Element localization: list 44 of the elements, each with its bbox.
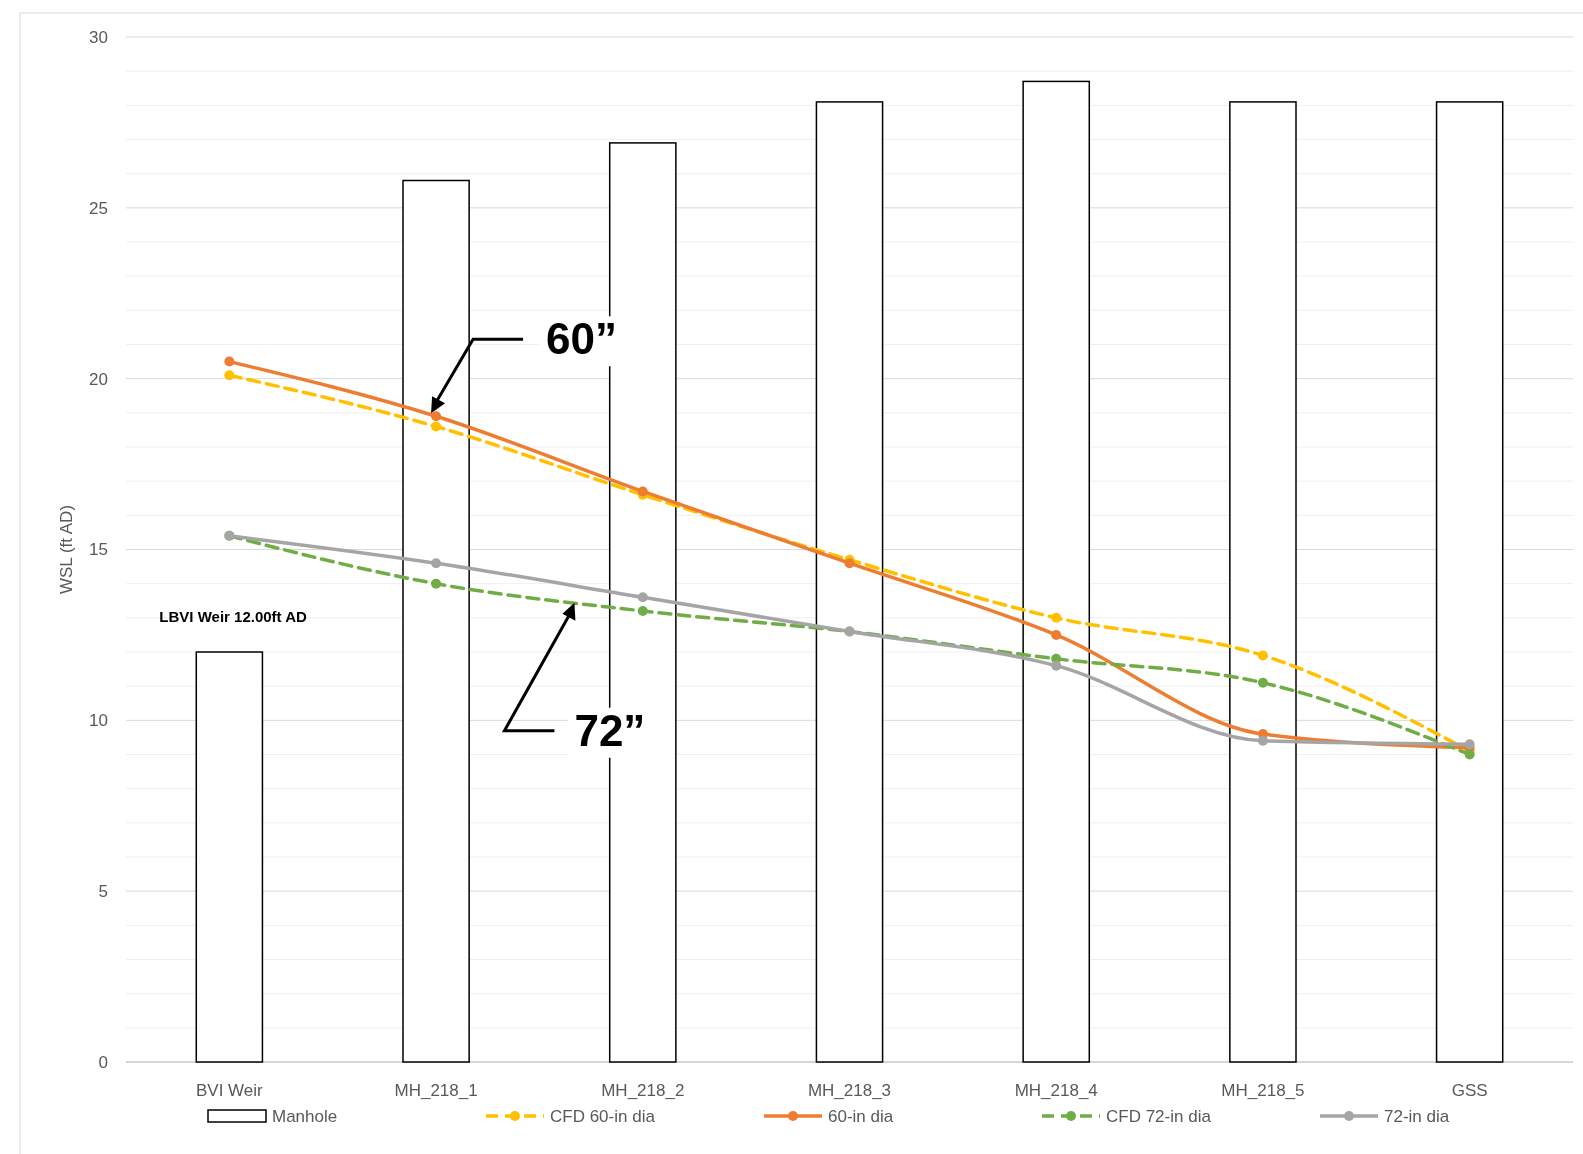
y-tick-label: 10 bbox=[89, 711, 108, 731]
point bbox=[637, 606, 648, 616]
point bbox=[1257, 677, 1268, 688]
point bbox=[1257, 650, 1268, 661]
point bbox=[431, 421, 442, 432]
bar bbox=[1022, 80, 1091, 1063]
legend-label: CFD 72-in dia bbox=[1106, 1106, 1212, 1126]
point bbox=[431, 578, 442, 589]
y-tick-label: 30 bbox=[89, 27, 108, 47]
x-tick-label: GSS bbox=[1451, 1081, 1488, 1100]
bar bbox=[815, 101, 884, 1063]
point bbox=[431, 411, 442, 422]
bar bbox=[1435, 101, 1504, 1063]
point bbox=[1051, 660, 1062, 671]
y-tick-label: 0 bbox=[98, 1052, 108, 1072]
point bbox=[431, 558, 442, 569]
point bbox=[1257, 735, 1268, 746]
legend-label: Manhole bbox=[272, 1106, 338, 1126]
y-tick-label: 20 bbox=[89, 369, 108, 389]
annotation: LBVI Weir 12.00ft AD bbox=[159, 608, 308, 625]
y-tick-label: 25 bbox=[89, 198, 108, 218]
point bbox=[844, 558, 855, 569]
x-tick-label: MH_218_4 bbox=[1014, 1081, 1098, 1100]
point bbox=[1051, 612, 1062, 623]
y-tick-label: 15 bbox=[89, 540, 108, 560]
x-tick-label: MH_218_1 bbox=[394, 1081, 478, 1100]
bar bbox=[402, 179, 470, 1063]
annotation: 72” bbox=[574, 705, 646, 755]
annotation: 60” bbox=[546, 314, 618, 364]
point bbox=[224, 370, 235, 381]
point bbox=[224, 356, 235, 367]
x-tick-label: MH_218_3 bbox=[807, 1081, 892, 1100]
point bbox=[637, 592, 648, 603]
y-axis-title: WSL (ft AD) bbox=[57, 504, 76, 595]
x-tick-label: MH_218_5 bbox=[1221, 1081, 1305, 1100]
x-tick-label: MH_218_2 bbox=[601, 1081, 685, 1100]
x-tick-label: BVI Weir bbox=[195, 1081, 264, 1100]
legend-label: CFD 60-in dia bbox=[550, 1106, 656, 1126]
point bbox=[1051, 629, 1062, 640]
y-tick-label: 5 bbox=[98, 882, 108, 902]
bar bbox=[195, 651, 264, 1063]
legend-label: 60-in dia bbox=[828, 1106, 894, 1126]
bar bbox=[1229, 101, 1297, 1063]
legend-label: 72-in dia bbox=[1384, 1106, 1450, 1126]
